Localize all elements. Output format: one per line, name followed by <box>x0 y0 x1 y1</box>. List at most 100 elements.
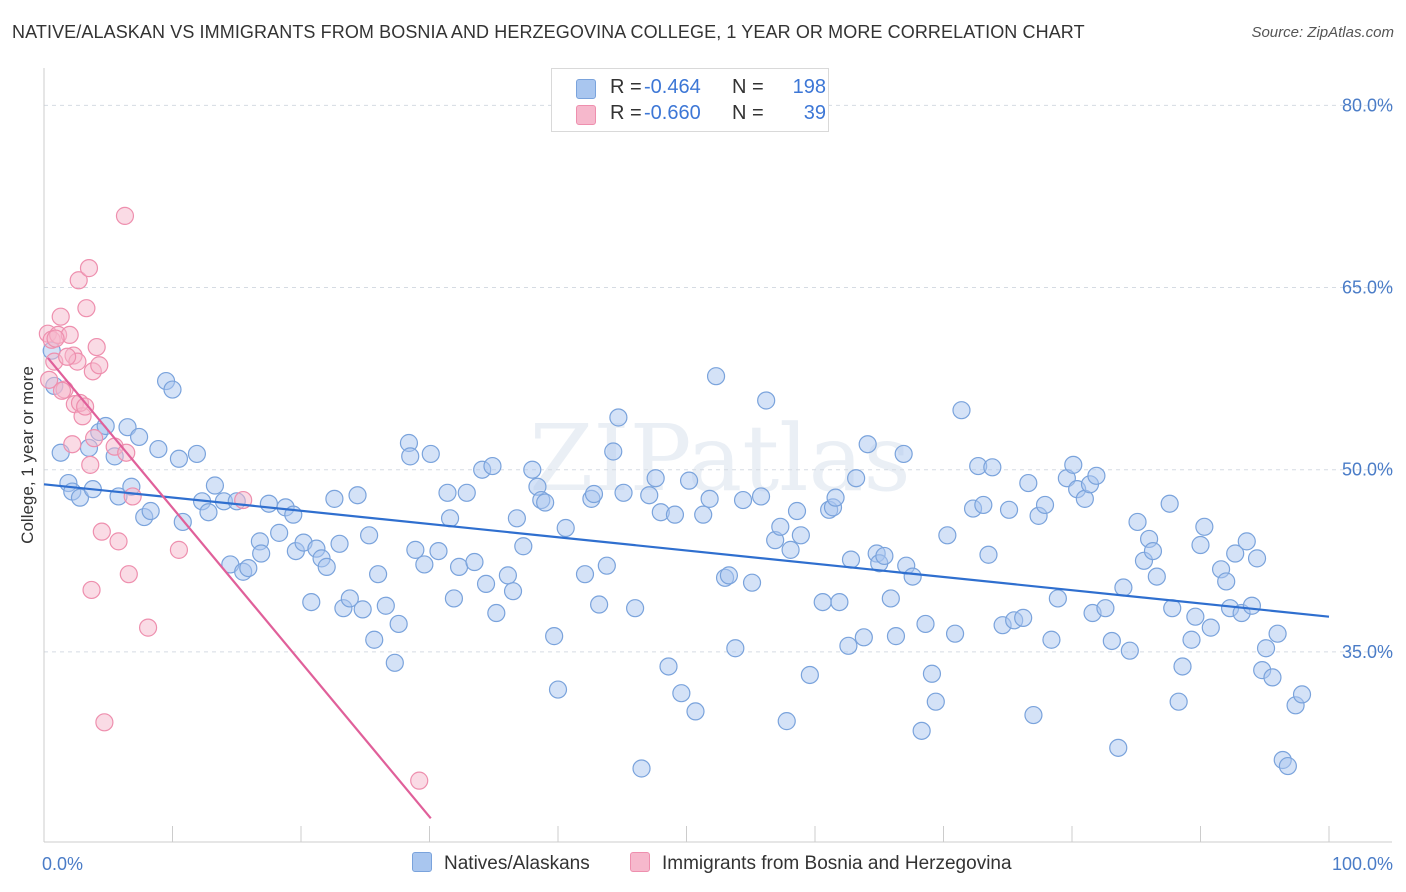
chart-title: NATIVE/ALASKAN VS IMMIGRANTS FROM BOSNIA… <box>12 22 1085 42</box>
data-point-natives <box>401 447 420 466</box>
data-point-natives <box>523 460 542 479</box>
data-point-natives <box>270 523 289 542</box>
data-point-natives <box>903 567 922 586</box>
data-point-natives <box>979 545 998 564</box>
data-point-natives <box>1160 494 1179 513</box>
data-point-natives <box>1191 535 1210 555</box>
data-point-natives <box>487 603 506 623</box>
data-point-natives <box>457 483 476 502</box>
data-point-natives <box>1256 639 1276 658</box>
data-point-natives <box>609 408 628 427</box>
legend-n-label: N = <box>732 102 764 124</box>
data-point-natives <box>141 501 160 521</box>
data-point-natives <box>465 552 484 572</box>
data-point-natives <box>640 486 659 505</box>
data-point-natives <box>385 653 404 672</box>
data-point-natives <box>476 574 496 593</box>
data-point-natives <box>854 628 873 647</box>
data-point-immigrants <box>40 370 59 389</box>
data-point-natives <box>360 526 379 545</box>
data-point-natives <box>376 596 395 615</box>
bottom-legend-swatch-pink <box>630 852 650 872</box>
data-point-natives <box>1096 599 1115 618</box>
data-point-natives <box>791 526 810 545</box>
data-point-immigrants <box>51 307 70 326</box>
data-point-natives <box>922 664 942 683</box>
data-point-immigrants <box>90 356 109 375</box>
data-point-natives <box>826 488 845 507</box>
data-point-natives <box>665 505 685 524</box>
data-point-natives <box>149 439 168 459</box>
bottom-legend-swatch-blue <box>412 852 432 872</box>
data-point-natives <box>317 557 336 576</box>
data-point-immigrants <box>69 271 88 290</box>
x-tick-labels: 0.0% 100.0% <box>42 854 1393 874</box>
data-point-natives <box>389 614 408 634</box>
y-axis-label: College, 1 year or more <box>18 366 37 544</box>
y-tick-label: 35.0% <box>1342 642 1393 662</box>
y-tick-label: 80.0% <box>1342 95 1393 115</box>
data-point-immigrants <box>79 259 99 278</box>
data-point-natives <box>686 702 705 721</box>
data-point-natives <box>169 449 189 468</box>
data-point-natives <box>700 489 719 508</box>
data-point-natives <box>514 537 533 556</box>
data-point-natives <box>1014 608 1033 627</box>
data-point-natives <box>449 557 469 576</box>
data-point-natives <box>1114 578 1133 597</box>
data-point-natives <box>847 469 866 488</box>
data-point-natives <box>875 546 894 566</box>
legend-r-value: -0.660 <box>644 102 701 124</box>
data-point-natives <box>1247 549 1267 568</box>
bottom-legend-label-natives: Natives/Alaskans <box>444 853 590 874</box>
data-point-immigrants <box>85 429 104 448</box>
series-immigrants-bosnia-points <box>38 206 429 790</box>
data-point-natives <box>719 566 739 585</box>
data-point-natives <box>694 505 713 524</box>
data-point-natives <box>912 721 931 740</box>
data-point-natives <box>438 483 457 502</box>
data-point-natives <box>548 680 568 699</box>
data-point-natives <box>239 558 258 578</box>
legend-swatch-pink <box>576 105 596 125</box>
data-point-natives <box>556 518 575 538</box>
data-point-immigrants <box>138 618 158 637</box>
data-point-natives <box>1042 630 1061 649</box>
data-point-natives <box>1147 567 1166 586</box>
data-point-natives <box>421 444 440 464</box>
data-point-natives <box>340 589 359 608</box>
data-point-natives <box>444 589 464 608</box>
data-point-natives <box>614 483 633 502</box>
data-point-natives <box>498 566 517 585</box>
data-point-natives <box>1102 631 1121 651</box>
data-point-natives <box>1278 756 1297 776</box>
data-point-natives <box>646 469 665 488</box>
data-point-immigrants <box>109 532 128 551</box>
data-point-natives <box>302 592 321 612</box>
correlation-legend: R = -0.464 N = 198 R = -0.660 N = 39 <box>551 68 829 132</box>
legend-n-value: 198 <box>792 76 826 98</box>
data-point-natives <box>507 509 526 528</box>
data-point-natives <box>1109 738 1128 757</box>
data-point-natives <box>771 517 790 536</box>
data-point-natives <box>1237 532 1256 551</box>
data-point-immigrants <box>119 565 138 584</box>
data-point-natives <box>348 486 367 505</box>
data-point-natives <box>659 657 678 676</box>
legend-n-label: N = <box>732 76 764 98</box>
data-point-natives <box>926 692 945 711</box>
data-point-natives <box>881 589 900 608</box>
data-point-natives <box>1263 668 1282 687</box>
data-point-immigrants <box>63 435 82 454</box>
data-point-natives <box>118 418 137 437</box>
data-point-natives <box>1019 473 1038 493</box>
data-point-natives <box>800 665 819 685</box>
bottom-legend-immigrants: Immigrants from Bosnia and Herzegovina <box>630 852 1012 875</box>
data-point-natives <box>584 484 604 504</box>
data-point-immigrants <box>81 455 100 474</box>
data-point-natives <box>632 759 651 778</box>
data-point-natives <box>365 630 384 649</box>
data-point-natives <box>751 487 771 506</box>
x-tick-label: 0.0% <box>42 854 83 874</box>
